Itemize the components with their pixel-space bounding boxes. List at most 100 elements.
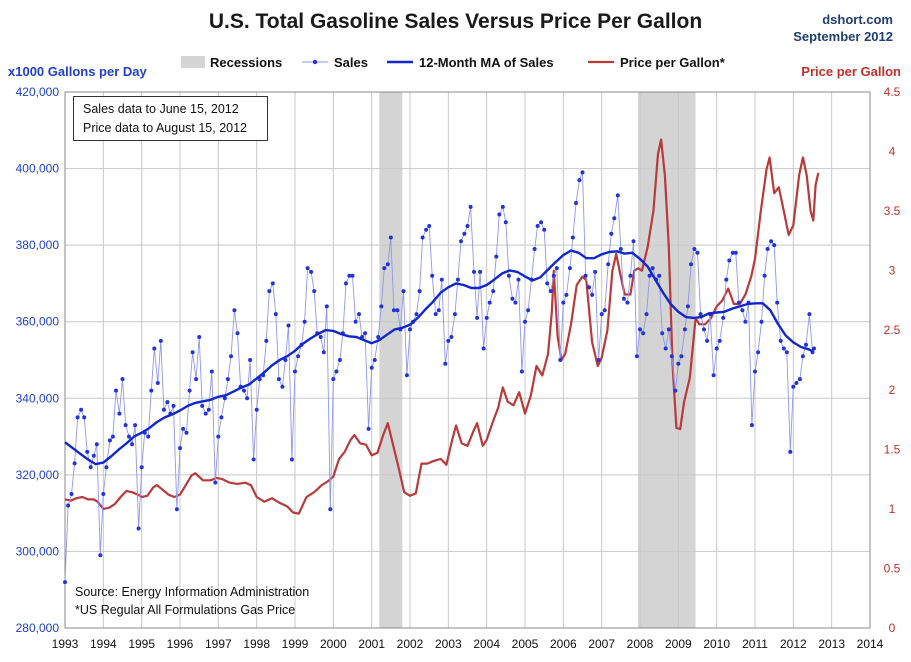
sales-point — [254, 407, 259, 412]
sales-point — [408, 327, 412, 332]
sales-point — [369, 365, 374, 370]
sales-point — [721, 315, 726, 320]
sales-point — [503, 220, 508, 225]
sales-point — [609, 231, 614, 236]
sales-point — [235, 331, 240, 336]
recession-band — [379, 92, 403, 628]
legend-swatch-sales-dot — [312, 59, 318, 65]
sales-point — [276, 377, 281, 382]
sales-point — [395, 308, 400, 313]
sales-point — [353, 319, 358, 324]
sales-point — [577, 178, 582, 183]
left-axis-title: x1000 Gallons per Day — [8, 64, 147, 79]
sales-point — [705, 338, 710, 343]
sales-point — [194, 377, 199, 382]
sales-point — [328, 507, 333, 512]
sales-point — [366, 426, 371, 431]
sales-point — [75, 415, 80, 420]
sales-point — [753, 369, 757, 374]
sales-point — [66, 503, 71, 508]
sales-point — [72, 461, 77, 466]
sales-point — [209, 369, 214, 374]
sales-point — [797, 377, 802, 382]
left-tick-label: 320,000 — [16, 468, 60, 482]
x-tick-label: 2005 — [512, 637, 539, 651]
sales-point — [740, 308, 745, 313]
sales-point — [181, 426, 186, 431]
sales-point — [91, 453, 96, 458]
sales-point — [174, 507, 179, 512]
sales-point — [459, 239, 463, 244]
sales-point — [321, 350, 326, 355]
right-axis-title: Price per Gallon — [801, 64, 901, 79]
sales-point — [388, 235, 393, 240]
sales-point — [698, 312, 703, 317]
sales-point — [114, 388, 118, 393]
sales-point — [446, 338, 451, 343]
sales-point — [203, 411, 208, 416]
sales-point — [702, 327, 706, 332]
x-tick-label: 2008 — [627, 637, 654, 651]
sales-point — [669, 354, 674, 359]
sales-point — [110, 434, 115, 439]
sales-point — [312, 289, 317, 294]
sales-point — [657, 273, 662, 278]
sales-point — [213, 480, 218, 485]
sales-point — [618, 247, 623, 251]
sales-point — [283, 358, 288, 362]
sales-point — [117, 411, 122, 416]
moving-average-line — [64, 249, 814, 466]
sales-point — [219, 415, 224, 420]
sales-point — [344, 281, 348, 286]
sales-point — [574, 201, 578, 205]
left-tick-label: 280,000 — [16, 621, 60, 635]
sales-point — [510, 296, 515, 301]
sales-point — [401, 289, 406, 294]
sales-point — [561, 300, 566, 305]
right-tick-label: 3.5 — [884, 204, 901, 218]
sales-point — [187, 388, 192, 393]
sales-point — [85, 449, 90, 454]
sales-point — [558, 358, 563, 362]
brand-site: dshort.com — [822, 12, 893, 27]
legend-swatch-recessions — [181, 56, 205, 68]
sales-point — [88, 465, 93, 470]
sales-point — [765, 247, 770, 251]
sales-point — [570, 235, 575, 240]
sales-point — [414, 312, 419, 317]
sales-point — [689, 262, 693, 267]
sales-point — [804, 342, 808, 347]
sales-point — [628, 273, 633, 278]
sales-point — [436, 308, 441, 313]
sales-point — [130, 442, 135, 447]
sales-point — [197, 335, 202, 339]
sales-point — [596, 358, 601, 362]
right-tick-label: 0 — [889, 621, 896, 635]
sales-point — [82, 415, 87, 420]
sales-point — [506, 273, 511, 278]
sales-point — [663, 346, 668, 351]
sales-point — [599, 312, 604, 317]
sales-point — [682, 327, 687, 332]
sales-point — [242, 388, 246, 393]
x-tick-label: 2011 — [742, 637, 768, 651]
sales-point — [695, 250, 700, 255]
sales-point — [206, 407, 211, 412]
sales-point — [497, 212, 502, 217]
sales-point — [807, 312, 812, 317]
brand-label: dshort.com September 2012 — [793, 11, 893, 45]
legend-label-ma: 12-Month MA of Sales — [419, 55, 554, 70]
sales-point — [769, 239, 774, 244]
sales-point — [267, 289, 272, 294]
plot-frame — [64, 91, 871, 629]
sales-point — [337, 358, 342, 362]
sales-point — [730, 250, 735, 255]
sales-point — [433, 312, 438, 317]
sales-point — [602, 308, 607, 313]
sales-point — [679, 354, 684, 359]
sales-point — [593, 269, 598, 274]
sales-point — [391, 308, 396, 313]
sales-point — [289, 457, 294, 462]
sales-point — [79, 407, 84, 412]
sales-point — [717, 338, 722, 343]
